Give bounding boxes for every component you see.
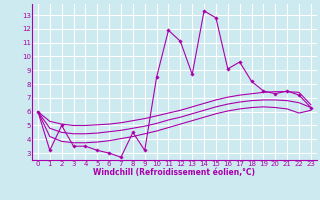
- X-axis label: Windchill (Refroidissement éolien,°C): Windchill (Refroidissement éolien,°C): [93, 168, 255, 177]
